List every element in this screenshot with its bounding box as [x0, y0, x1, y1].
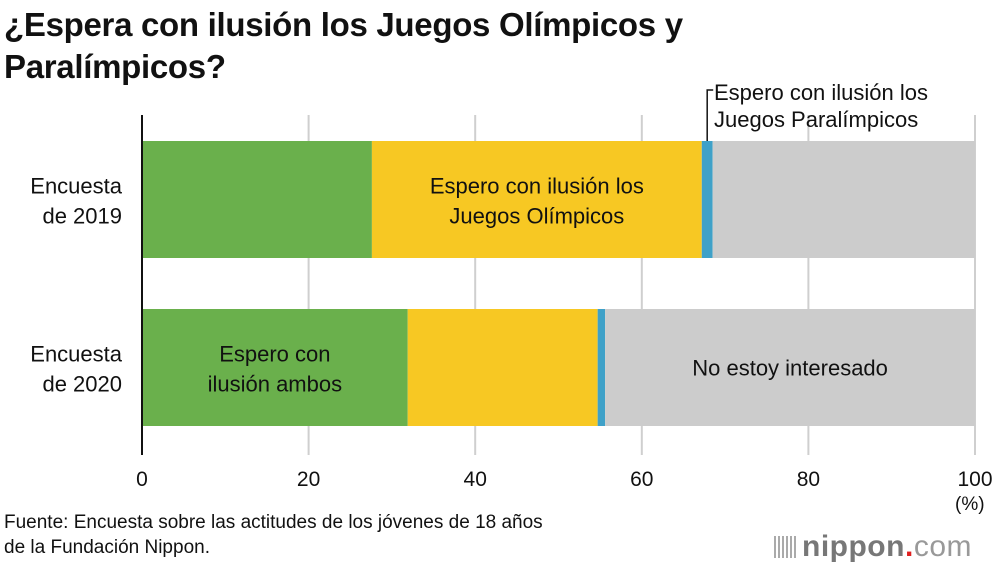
- x-tick-label: 0: [136, 468, 148, 491]
- annotation-label: Espero con ilusión los: [430, 174, 644, 199]
- bar-segment: [407, 309, 598, 426]
- chart-title-line-2: Paralímpicos?: [4, 48, 226, 85]
- bar-segment: [371, 141, 702, 258]
- source-line-2: de la Fundación Nippon.: [4, 537, 210, 558]
- bar-segment: [701, 141, 713, 258]
- x-tick-label: 80: [797, 468, 820, 491]
- annotation-label: ilusión ambos: [208, 372, 343, 397]
- annotation-label: Juegos Paralímpicos: [714, 107, 918, 132]
- category-label: Encuesta: [30, 342, 122, 367]
- category-label: de 2020: [42, 372, 122, 397]
- x-axis-unit-label: (%): [955, 494, 985, 515]
- bar-segment: [605, 309, 975, 426]
- nippon-logo: nippon.com: [774, 530, 972, 564]
- bar-segment: [597, 309, 606, 426]
- chart-title: ¿Espera con ilusión los Juegos Olímpicos…: [4, 4, 683, 88]
- annotation-label: No estoy interesado: [692, 356, 888, 381]
- logo-dot: .: [904, 530, 914, 563]
- x-tick-label: 60: [630, 468, 653, 491]
- category-label: Encuesta: [30, 174, 122, 199]
- annotation-label: Espero con ilusión los: [714, 80, 928, 105]
- source-line-1: Fuente: Encuesta sobre las actitudes de …: [4, 512, 543, 533]
- x-tick-label: 20: [297, 468, 320, 491]
- sound-wave-icon: [774, 536, 796, 558]
- category-label: de 2019: [42, 204, 122, 229]
- bar-segment: [712, 141, 975, 258]
- x-tick-label: 100: [957, 468, 992, 491]
- chart-title-line-1: ¿Espera con ilusión los Juegos Olímpicos…: [4, 6, 683, 43]
- annotation-label: Juegos Olímpicos: [449, 204, 624, 229]
- logo-name: nippon: [802, 530, 905, 563]
- x-tick-label: 40: [464, 468, 487, 491]
- logo-tld: com: [913, 530, 972, 563]
- source-note: Fuente: Encuesta sobre las actitudes de …: [4, 510, 543, 560]
- annotation-label: Espero con: [219, 342, 330, 367]
- bar-segment: [142, 141, 372, 258]
- callout-line: [706, 89, 714, 141]
- bar-segment: [142, 309, 408, 426]
